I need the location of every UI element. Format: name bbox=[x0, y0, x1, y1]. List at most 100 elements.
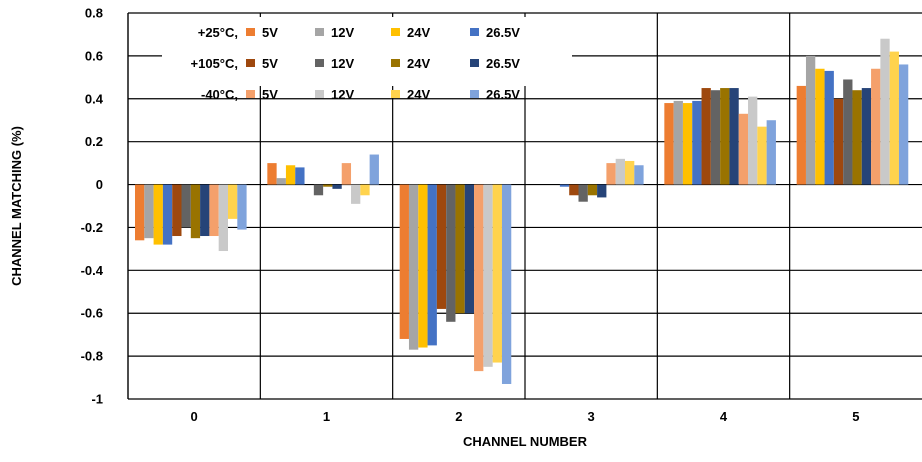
bar bbox=[446, 184, 456, 322]
axis-layer: 0.8 0.6 0.4 0.2 0 -0.2 -0.4 -0.6 -0.8 -1 0 1 2 3 4 5 bbox=[81, 6, 860, 425]
legend-swatch bbox=[470, 59, 479, 67]
legend-series-label: 12V bbox=[331, 87, 354, 102]
bar bbox=[824, 70, 834, 185]
legend-group-label: +105°C, bbox=[191, 56, 238, 71]
bar bbox=[162, 184, 173, 245]
bar bbox=[880, 38, 890, 185]
x-axis-title: CHANNEL NUMBER bbox=[463, 434, 588, 449]
bar bbox=[190, 184, 201, 239]
bar bbox=[323, 184, 333, 187]
bar bbox=[332, 184, 342, 189]
bar bbox=[815, 68, 825, 185]
bar bbox=[889, 51, 899, 185]
bar bbox=[578, 184, 588, 202]
y-tick-label: -0.8 bbox=[81, 349, 103, 364]
bar bbox=[360, 184, 370, 196]
legend-swatch bbox=[470, 28, 479, 36]
legend-swatch bbox=[391, 28, 400, 36]
legend-background bbox=[162, 17, 572, 86]
bar bbox=[710, 90, 721, 185]
bar bbox=[664, 103, 674, 185]
bar bbox=[673, 100, 683, 185]
legend-series-label: 24V bbox=[407, 25, 430, 40]
bar bbox=[474, 184, 484, 372]
bar bbox=[569, 184, 579, 196]
legend-group-label: +25°C, bbox=[198, 25, 238, 40]
bar bbox=[228, 184, 238, 219]
legend-swatch bbox=[470, 90, 479, 98]
x-tick-label: 1 bbox=[323, 409, 330, 424]
legend-swatch bbox=[246, 28, 255, 36]
bar bbox=[898, 64, 909, 185]
bar bbox=[501, 184, 512, 384]
y-tick-label: -0.6 bbox=[81, 306, 103, 321]
y-tick-label: 0.8 bbox=[85, 6, 103, 21]
legend-swatch bbox=[246, 90, 255, 98]
legend-series-label: 26.5V bbox=[486, 87, 520, 102]
bar bbox=[144, 184, 154, 239]
bar bbox=[295, 167, 305, 185]
legend-series-label: 5V bbox=[262, 25, 278, 40]
y-axis-title: CHANNEL MATCHING (%) bbox=[9, 126, 24, 286]
bar bbox=[871, 68, 881, 185]
legend-group-label: -40°C, bbox=[201, 87, 238, 102]
bar bbox=[341, 163, 352, 185]
bar bbox=[729, 88, 739, 185]
bar bbox=[369, 154, 379, 185]
bar bbox=[682, 103, 693, 185]
y-tick-label: -0.2 bbox=[81, 220, 103, 235]
legend-series-label: 24V bbox=[407, 56, 430, 71]
y-tick-label: 0 bbox=[96, 177, 103, 192]
legend-series-label: 12V bbox=[331, 56, 354, 71]
bar bbox=[843, 79, 853, 185]
legend-series-label: 5V bbox=[262, 56, 278, 71]
legend-swatch bbox=[391, 59, 400, 67]
bar bbox=[766, 120, 776, 185]
legend-series-label: 26.5V bbox=[486, 56, 520, 71]
bar bbox=[625, 160, 635, 185]
bar bbox=[181, 184, 191, 228]
y-tick-label: -0.4 bbox=[81, 263, 104, 278]
legend-swatch bbox=[315, 59, 324, 67]
legend-series-label: 5V bbox=[262, 87, 278, 102]
bar bbox=[597, 184, 607, 198]
x-tick-label: 2 bbox=[455, 409, 462, 424]
bar bbox=[153, 184, 163, 245]
x-tick-label: 5 bbox=[852, 409, 859, 424]
bar bbox=[418, 184, 428, 348]
bar bbox=[218, 184, 228, 252]
y-tick-label: -1 bbox=[91, 392, 103, 407]
legend: +25°C, 5V 12V 24V 26.5V +105°C, 5V 12V 24V 26.5V -… bbox=[162, 17, 572, 102]
y-tick-label: 0.4 bbox=[85, 91, 104, 106]
bar bbox=[738, 113, 749, 185]
legend-swatch bbox=[391, 90, 400, 98]
bar bbox=[408, 184, 419, 350]
bar bbox=[172, 184, 182, 237]
legend-series-label: 26.5V bbox=[486, 25, 520, 40]
bar bbox=[720, 88, 730, 185]
y-tick-label: 0.6 bbox=[85, 48, 103, 63]
legend-series-label: 12V bbox=[331, 25, 354, 40]
bar bbox=[692, 100, 702, 185]
bar bbox=[455, 184, 465, 314]
bar bbox=[200, 184, 210, 237]
bar-layer bbox=[135, 38, 909, 384]
bar bbox=[587, 184, 598, 196]
bar bbox=[861, 88, 872, 185]
bar bbox=[436, 184, 447, 309]
bar bbox=[483, 184, 493, 367]
legend-swatch bbox=[315, 90, 324, 98]
x-tick-label: 0 bbox=[191, 409, 198, 424]
bar bbox=[559, 184, 570, 187]
bar bbox=[464, 184, 475, 314]
bar bbox=[492, 184, 502, 363]
bar bbox=[351, 184, 361, 204]
bar bbox=[267, 163, 277, 185]
bar bbox=[852, 90, 862, 185]
bar bbox=[399, 184, 409, 339]
legend-swatch bbox=[246, 59, 255, 67]
bar bbox=[313, 184, 324, 196]
bar bbox=[748, 96, 758, 185]
